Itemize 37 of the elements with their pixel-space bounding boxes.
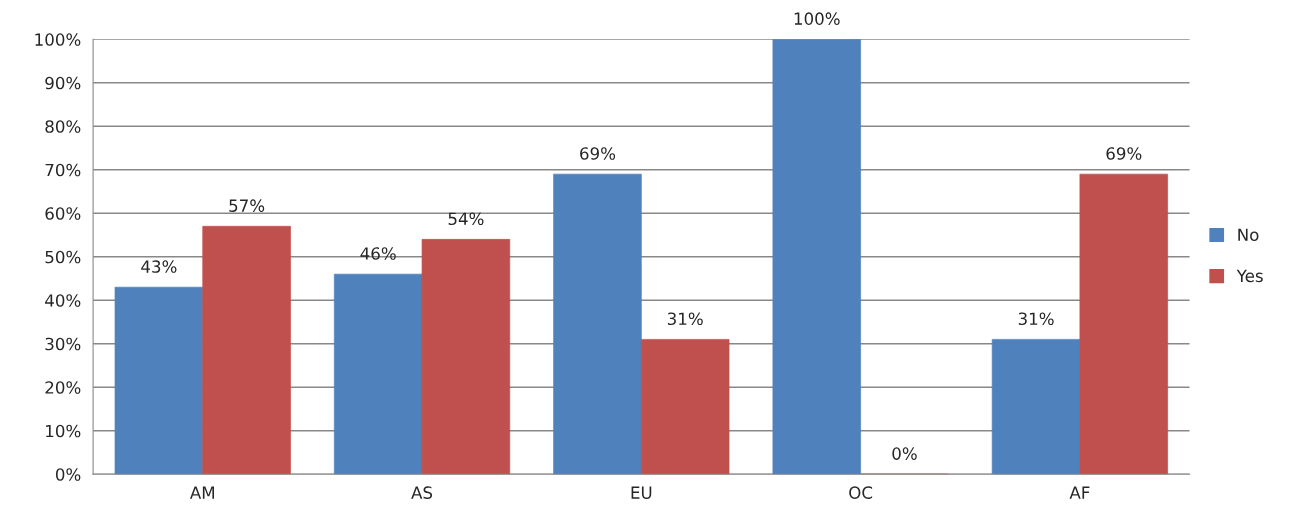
data-label: 57% — [229, 199, 265, 212]
bar — [202, 225, 291, 475]
legend-label: Yes — [1236, 269, 1263, 283]
x-tick-label: EU — [631, 486, 652, 499]
y-tick-label: 70% — [45, 163, 81, 177]
data-label: 69% — [580, 147, 616, 160]
x-tick-label: AS — [411, 486, 433, 499]
x-tick-label: AF — [1069, 486, 1090, 499]
legend-label: No — [1238, 228, 1259, 242]
y-tick-label: 10% — [46, 424, 81, 438]
data-label: 69% — [1106, 147, 1142, 160]
y-tick-label: 100% — [35, 33, 81, 46]
x-tick-label: OC — [849, 486, 873, 499]
y-tick-label: 30% — [45, 337, 81, 351]
bar — [640, 339, 730, 475]
data-label: 31% — [667, 312, 703, 326]
data-label: 0% — [892, 447, 917, 460]
bar — [114, 286, 204, 475]
y-tick-label: 20% — [45, 381, 81, 394]
y-tick-label: 0% — [55, 468, 81, 481]
x-tick-label: AM — [189, 486, 215, 499]
y-tick-label: 80% — [45, 120, 81, 133]
y-tick-label: 40% — [45, 294, 81, 307]
data-label: 43% — [141, 260, 177, 273]
bar — [772, 39, 861, 475]
data-label: 31% — [1018, 312, 1054, 326]
y-tick-label: 90% — [45, 76, 81, 90]
bar — [1079, 173, 1168, 475]
y-tick-label: 50% — [45, 250, 81, 264]
bar — [333, 273, 423, 475]
bar — [421, 239, 511, 475]
bar — [991, 339, 1081, 475]
bar — [553, 173, 642, 475]
y-tick-label: 60% — [45, 207, 81, 220]
data-label: 100% — [794, 12, 840, 25]
data-label: 54% — [448, 212, 484, 226]
data-label: 46% — [360, 247, 396, 260]
